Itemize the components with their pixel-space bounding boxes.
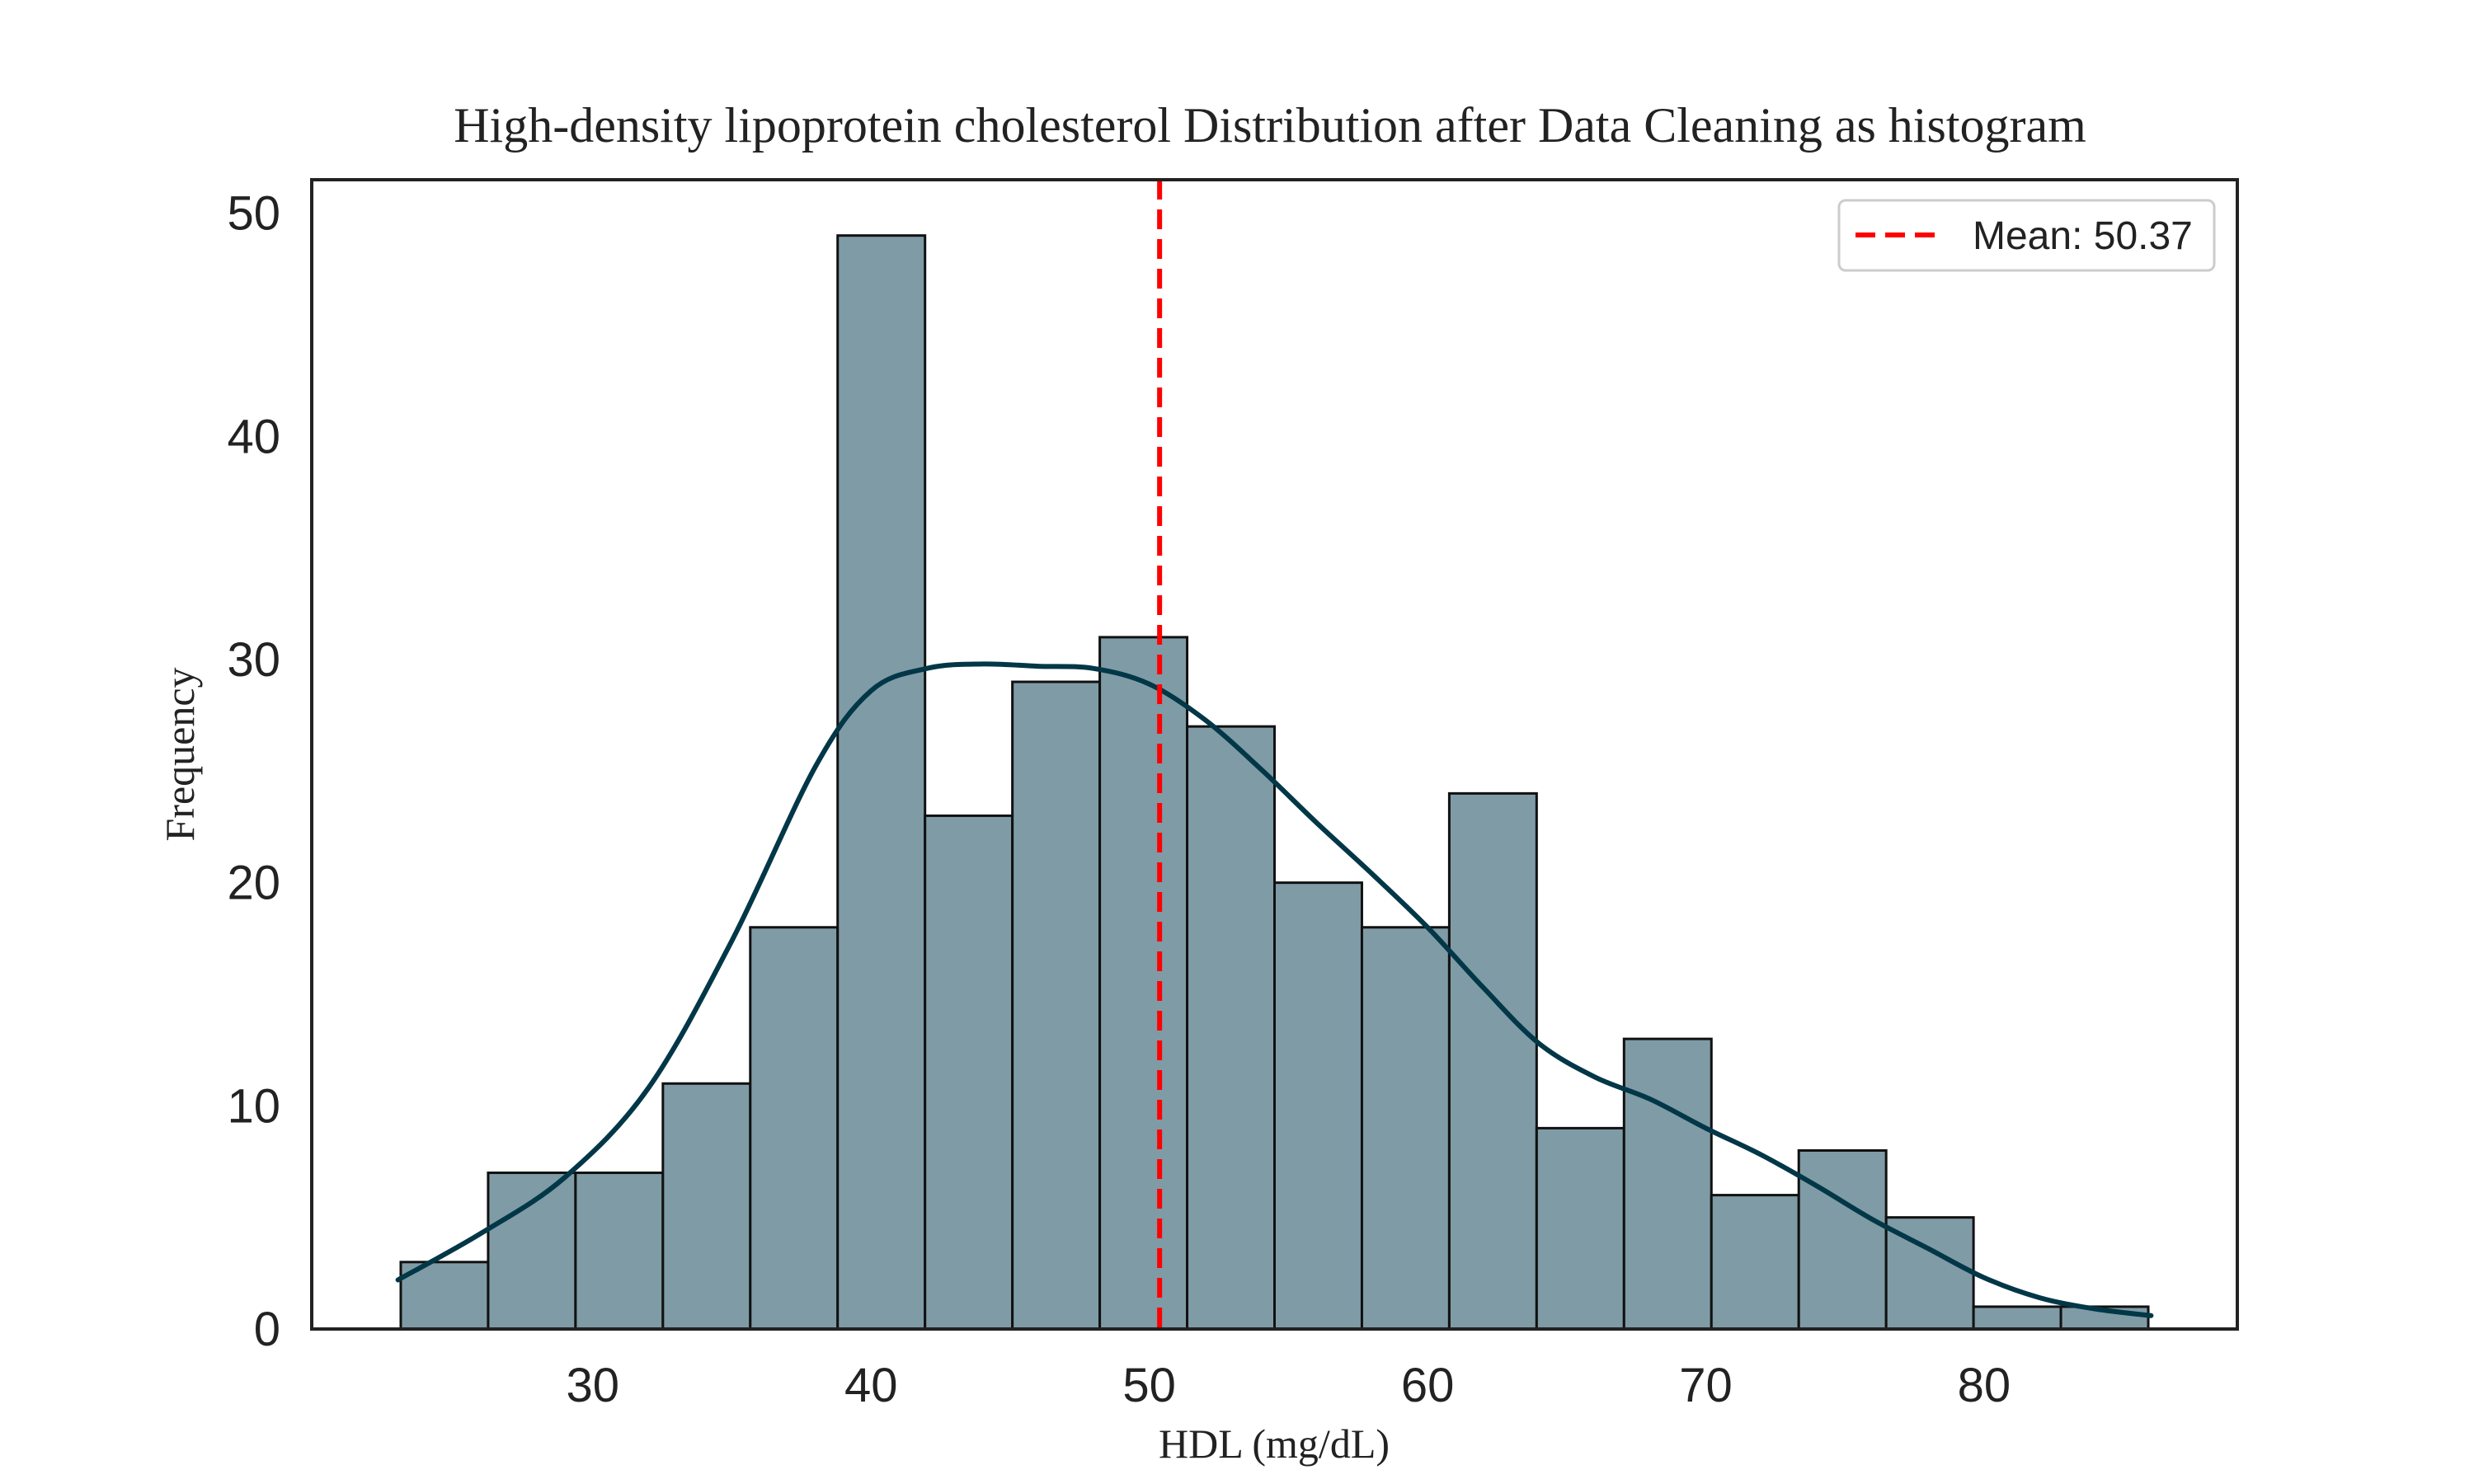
histogram-bar [1360,926,1451,1331]
legend: Mean: 50.37 [1837,199,2216,272]
histogram-bar [749,926,840,1331]
y-tick-label: 10 [227,1079,280,1133]
histogram-bar [1011,680,1102,1331]
histogram-bar [1972,1305,2062,1331]
y-tick-label: 0 [254,1303,280,1356]
histogram-bar [1535,1126,1625,1331]
x-axis-label: HDL (mg/dL) [1159,1421,1390,1467]
x-tick-label: 50 [1122,1359,1176,1412]
histogram-bar [574,1172,665,1331]
y-tick-label: 50 [227,187,280,241]
histogram-bars [399,234,2150,1331]
y-tick-label: 40 [227,410,280,463]
x-tick-label: 30 [567,1359,620,1412]
histogram-bar [1797,1148,1888,1331]
chart-title: High-density lipoprotein cholesterol Dis… [454,98,2086,153]
histogram-bar [836,234,927,1331]
x-tick-label: 60 [1401,1359,1455,1412]
legend-mean-label: Mean: 50.37 [1973,214,2193,258]
histogram-bar [1098,636,1189,1331]
histogram-bar [487,1172,577,1331]
histogram-bar [1447,791,1538,1331]
x-axis-ticks: 30 40 50 60 70 80 [567,1359,2011,1412]
kde-curve [395,661,2154,1318]
histogram-bar [661,1082,752,1331]
histogram-bar [924,814,1014,1331]
y-axis-ticks: 0 10 20 30 40 50 [227,187,280,1356]
x-tick-label: 80 [1958,1359,2011,1412]
histogram-bar [1186,725,1277,1331]
y-axis-label: Frequency [157,667,203,841]
x-tick-label: 70 [1679,1359,1733,1412]
histogram-bar [1622,1037,1713,1331]
histogram-bar [1710,1194,1800,1331]
y-tick-label: 20 [227,857,280,910]
plot-frame [310,178,2239,1331]
y-tick-label: 30 [227,633,280,687]
legend-box [1837,199,2216,272]
x-tick-label: 40 [844,1359,898,1412]
histogram-bar [1273,881,1363,1331]
